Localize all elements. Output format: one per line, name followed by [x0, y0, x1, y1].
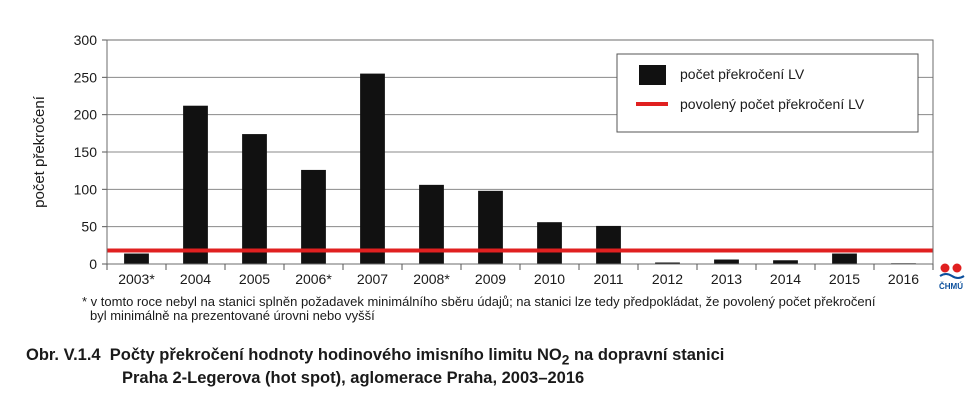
footnote: * v tomto roce nebyl na stanici splněn p… [82, 295, 962, 323]
bar-chart: 0 50 100 150 200 250 300 2003* 2004 2005 2006* 2007… [31, 32, 934, 287]
bar [301, 169, 326, 264]
y-axis-label: počet překročení [31, 95, 48, 208]
bars [124, 73, 916, 264]
x-tick-label: 2011 [593, 271, 623, 287]
y-tick-label: 150 [74, 144, 98, 160]
x-tick-label: 2003* [118, 271, 155, 287]
bar [714, 259, 739, 264]
caption-text: Počty překročení hodnoty hodinového imis… [109, 346, 562, 364]
caption-subscript: 2 [561, 352, 570, 368]
footnote-line-2: byl minimálně na prezentované úrovni neb… [90, 308, 375, 323]
x-tick-label: 2009 [475, 271, 506, 287]
legend-bar-swatch [639, 65, 666, 85]
x-tick-label: 2013 [711, 271, 742, 287]
x-tick-label: 2016 [888, 271, 919, 287]
figure-caption: Obr. V.1.4 Počty překročení hodnoty hodi… [26, 346, 926, 388]
x-tick-label: 2005 [239, 271, 270, 287]
bar [124, 253, 149, 264]
y-tick-label: 100 [74, 181, 98, 197]
x-tick-label: 2012 [652, 271, 683, 287]
y-tick-label: 200 [74, 107, 98, 123]
x-tick-label: 2008* [413, 271, 450, 287]
legend: počet překročení LV povolený počet překr… [616, 53, 919, 133]
x-tick-label: 2015 [829, 271, 860, 287]
bar [596, 225, 621, 264]
x-tick-label: 2004 [180, 271, 211, 287]
bar [183, 105, 208, 264]
bar [832, 253, 857, 264]
chmu-logo-icon [938, 262, 968, 290]
x-tick-label: 2010 [534, 271, 565, 287]
axes: 0 50 100 150 200 250 300 2003* 2004 2005 2006* 2007… [74, 32, 934, 287]
bar [360, 73, 385, 264]
y-tick-label: 300 [74, 32, 98, 48]
legend-label-limit: povolený počet překročení LV [680, 96, 865, 112]
x-tick-label: 2014 [770, 271, 801, 287]
x-tick-label: 2006* [295, 271, 332, 287]
bar [655, 262, 680, 264]
bar [242, 134, 267, 264]
y-tick-label: 50 [81, 219, 97, 235]
bar [478, 190, 503, 264]
bar [773, 260, 798, 264]
y-tick-label: 250 [74, 69, 98, 85]
legend-label-bars: počet překročení LV [680, 66, 805, 82]
legend-box [616, 53, 919, 133]
footnote-line-1: * v tomto roce nebyl na stanici splněn p… [82, 294, 876, 309]
y-tick-label: 0 [89, 256, 97, 272]
caption-text-end: na dopravní stanici [569, 346, 725, 364]
x-tick-label: 2007 [357, 271, 388, 287]
caption-line-2: Praha 2-Legerova (hot spot), aglomerace … [122, 369, 585, 388]
caption-prefix: Obr. V.1.4 [26, 346, 101, 364]
bar [537, 222, 562, 264]
chmu-logo-text: ČHMÚ [939, 282, 963, 291]
